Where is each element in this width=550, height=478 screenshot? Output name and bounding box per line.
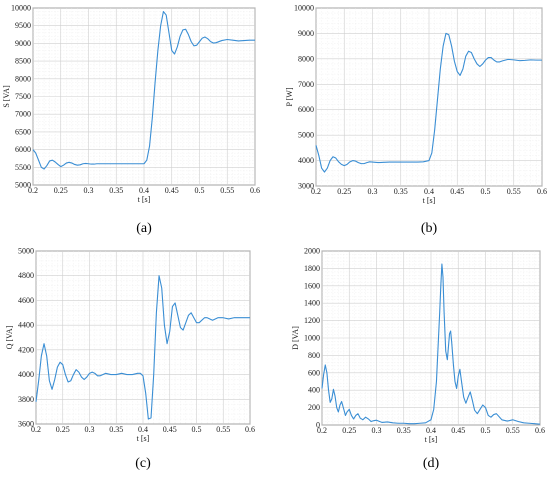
x-tick-label: 0.55	[216, 425, 230, 434]
y-axis-title: D [VA]	[291, 326, 300, 350]
x-tick-label: 0.2	[31, 425, 41, 434]
x-tick-label: 0.5	[481, 426, 491, 435]
y-tick-label: 2000	[304, 247, 320, 256]
x-axis-title: t [s]	[138, 195, 151, 204]
y-tick-label: 4800	[18, 271, 34, 280]
y-tick-label: 800	[308, 351, 320, 360]
y-axis-title: P [W]	[285, 87, 294, 106]
x-tick-label: 0.45	[450, 187, 464, 196]
x-tick-label: 0.4	[138, 425, 148, 434]
y-tick-label: 7000	[15, 110, 31, 119]
x-tick-label: 0.45	[163, 425, 177, 434]
series-line-d	[321, 263, 541, 425]
chart-panel-d: 0.2 0.25 0.3 0.35 0.4 0.45 0.5 0.55 0.6 0 200 400 60…	[291, 247, 545, 472]
y-tick-label: 5000	[15, 181, 31, 190]
y-tick-label: 3800	[18, 395, 34, 404]
y-tick-label: 6000	[15, 145, 31, 154]
y-axis-title: S [VA]	[2, 85, 11, 108]
y-tick-label: 9000	[15, 39, 31, 48]
x-tick-label: 0.25	[337, 187, 351, 196]
x-tick-label: 0.6	[245, 425, 255, 434]
y-tick-label: 9000	[298, 29, 314, 38]
x-tick-label: 0.3	[372, 426, 382, 435]
panel-label: (a)	[136, 221, 152, 236]
y-tick-label: 600	[308, 368, 320, 377]
x-tick-label: 0.2	[317, 426, 327, 435]
x-tick-label: 0.3	[84, 186, 94, 195]
series-line-a	[32, 10, 255, 170]
y-tick-label: 400	[308, 386, 320, 395]
y-tick-label: 3000	[298, 182, 314, 191]
x-tick-label: 0.35	[109, 186, 123, 195]
x-tick-label: 0.4	[139, 186, 149, 195]
y-tick-label: 8000	[298, 54, 314, 63]
y-tick-label: 1000	[304, 334, 320, 343]
y-tick-label: 8500	[15, 57, 31, 66]
x-axis-title: t [s]	[423, 196, 436, 205]
y-tick-label: 4400	[18, 321, 34, 330]
x-tick-label: 0.5	[192, 425, 202, 434]
x-tick-label: 0.35	[397, 426, 411, 435]
series-line-b	[315, 32, 542, 173]
y-tick-label: 4200	[18, 345, 34, 354]
y-tick-label: 6500	[15, 127, 31, 136]
chart-panel-a: 0.2 0.25 0.3 0.35 0.4 0.45 0.5 0.55 0.6 5000 5500 6…	[2, 4, 260, 237]
y-tick-label: 1400	[304, 299, 320, 308]
y-tick-label: 6000	[298, 105, 314, 114]
y-tick-label: 10000	[294, 4, 314, 13]
chart-panel-c: 0.2 0.25 0.3 0.35 0.4 0.45 0.5 0.55 0.6 3600 3800 4…	[5, 247, 255, 472]
panel-label: (c)	[135, 456, 151, 471]
x-tick-label: 0.45	[451, 426, 465, 435]
y-tick-label: 200	[308, 403, 320, 412]
x-tick-label: 0.4	[424, 187, 434, 196]
x-tick-label: 0.6	[535, 426, 545, 435]
y-tick-label: 1600	[304, 281, 320, 290]
y-tick-label: 1200	[304, 316, 320, 325]
panel-label: (b)	[421, 221, 438, 236]
y-tick-label: 7500	[15, 92, 31, 101]
x-axis-title: t [s]	[137, 434, 150, 443]
x-axis-title: t [s]	[425, 435, 438, 444]
y-axis-title: Q [VA]	[5, 325, 14, 349]
panel-label: (d)	[423, 456, 440, 471]
y-tick-label: 4000	[298, 156, 314, 165]
y-tick-label: 10000	[11, 4, 31, 13]
y-tick-label: 3600	[18, 420, 34, 429]
series-line-c	[35, 275, 250, 420]
y-tick-label: 0	[316, 421, 320, 430]
y-tick-label: 5000	[298, 131, 314, 140]
x-tick-label: 0.6	[537, 187, 547, 196]
chart-panel-b: 0.2 0.25 0.3 0.35 0.4 0.45 0.5 0.55 0.6 3000 4000 5…	[285, 4, 547, 237]
y-tick-label: 4000	[18, 370, 34, 379]
x-tick-label: 0.3	[85, 425, 95, 434]
y-tick-label: 4600	[18, 296, 34, 305]
x-tick-label: 0.55	[220, 186, 234, 195]
x-tick-label: 0.4	[426, 426, 436, 435]
x-tick-label: 0.3	[368, 187, 378, 196]
x-tick-label: 0.55	[507, 187, 521, 196]
x-tick-label: 0.2	[28, 186, 38, 195]
y-tick-label: 8000	[15, 74, 31, 83]
x-tick-label: 0.2	[311, 187, 321, 196]
x-tick-label: 0.5	[195, 186, 205, 195]
x-tick-label: 0.35	[109, 425, 123, 434]
y-tick-label: 1800	[304, 264, 320, 273]
x-tick-label: 0.6	[250, 186, 260, 195]
y-tick-label: 5500	[15, 163, 31, 172]
x-tick-label: 0.55	[506, 426, 520, 435]
x-tick-label: 0.25	[342, 426, 356, 435]
x-tick-label: 0.45	[165, 186, 179, 195]
y-tick-label: 9500	[15, 21, 31, 30]
y-tick-label: 5000	[18, 247, 34, 256]
x-tick-label: 0.25	[54, 186, 68, 195]
x-tick-label: 0.5	[481, 187, 491, 196]
x-tick-label: 0.25	[56, 425, 70, 434]
y-tick-label: 7000	[298, 80, 314, 89]
x-tick-label: 0.35	[394, 187, 408, 196]
